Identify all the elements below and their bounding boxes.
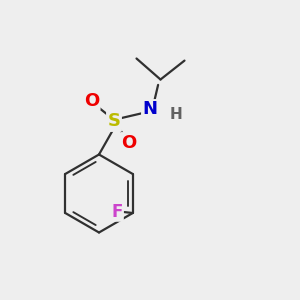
- Text: O: O: [84, 92, 99, 110]
- Text: S: S: [107, 112, 121, 130]
- Text: O: O: [122, 134, 136, 152]
- Text: H: H: [169, 107, 182, 122]
- Text: F: F: [112, 203, 123, 221]
- Text: N: N: [142, 100, 158, 118]
